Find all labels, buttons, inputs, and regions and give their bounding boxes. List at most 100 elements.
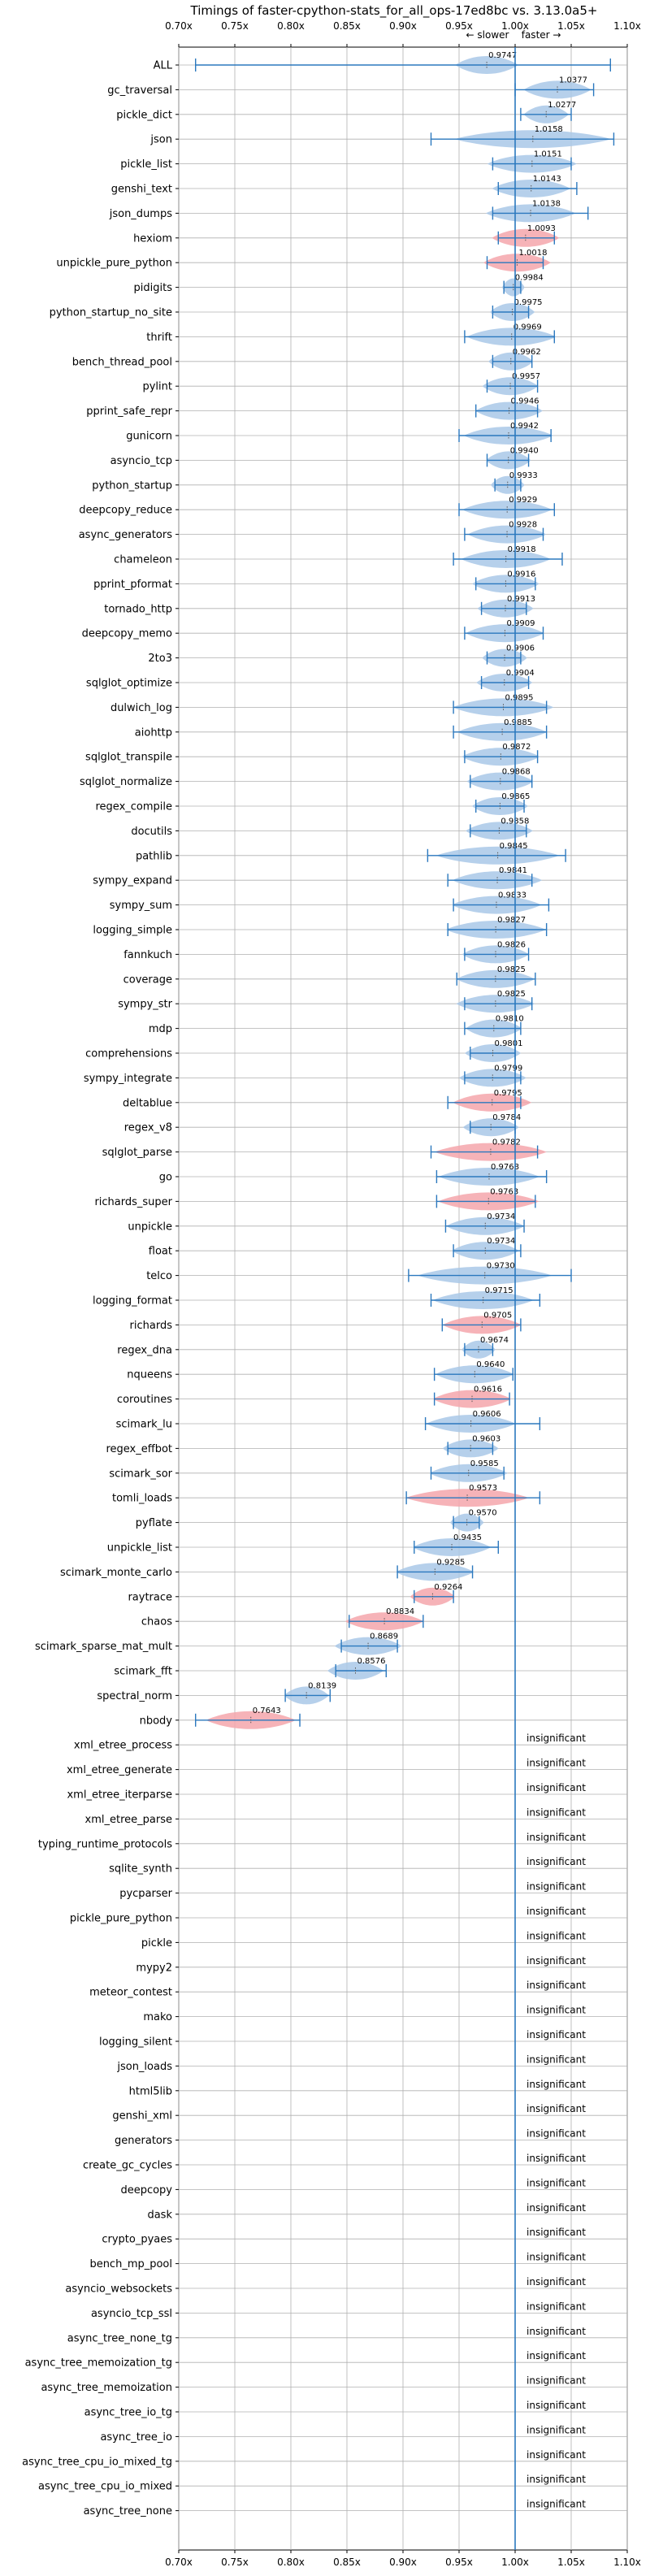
value-label: 0.9606 (473, 1410, 501, 1419)
value-label: 0.9763 (490, 1187, 518, 1196)
insignificant-label: insignificant (526, 1955, 586, 1967)
value-label: 0.9747 (488, 51, 517, 60)
value-label: 0.9285 (436, 1558, 465, 1567)
benchmark-label: pickle_pure_python (70, 1913, 172, 1925)
value-label: 0.8689 (370, 1633, 398, 1641)
insignificant-label: insignificant (526, 1733, 586, 1744)
benchmark-label: async_tree_cpu_io_mixed_tg (22, 2456, 172, 2468)
benchmark-label: bench_thread_pool (72, 356, 172, 368)
insignificant-label: insignificant (526, 2202, 586, 2214)
benchmark-label: mdp (149, 1023, 172, 1035)
grid (178, 47, 628, 2550)
benchmark-label: pycparser (119, 1888, 172, 1900)
benchmark-label: richards (130, 1320, 173, 1332)
value-label: 0.8139 (308, 1681, 336, 1690)
insignificant-label: insignificant (526, 2449, 586, 2461)
value-label: 0.9784 (492, 1113, 521, 1122)
value-label: 0.9570 (469, 1509, 497, 1518)
benchmark-label: sqlglot_normalize (80, 776, 172, 788)
insignificant-label: insignificant (526, 1806, 586, 1818)
insignificant-label: insignificant (526, 2252, 586, 2263)
insignificant-label: insignificant (526, 2326, 586, 2337)
value-label: 0.9928 (509, 521, 537, 530)
benchmark-label: coroutines (117, 1394, 172, 1406)
value-label: 0.9913 (507, 595, 535, 604)
value-label: 0.9616 (474, 1386, 502, 1394)
value-label: 1.0093 (527, 224, 556, 233)
benchmark-label: python_startup_no_site (50, 307, 172, 319)
value-label: 0.9585 (470, 1459, 499, 1468)
top-tick-labels: 0.70x 0.75x 0.80x 0.85x 0.90x 0.95x 1.00x 1.05x… (165, 20, 641, 47)
insignificant-label: insignificant (526, 1832, 586, 1843)
benchmark-label: aiohttp (135, 726, 172, 739)
insignificant-label: insignificant (526, 2103, 586, 2114)
benchmark-label: create_gc_cycles (83, 2160, 172, 2172)
benchmark-label: pyflate (136, 1517, 172, 1529)
value-label: 0.9640 (476, 1360, 505, 1369)
value-label: 0.9603 (472, 1434, 500, 1443)
value-label: 0.9845 (500, 842, 528, 851)
top-tick-label: 1.10x (613, 20, 641, 32)
bottom-tick-label: 1.00x (501, 2556, 529, 2568)
value-label: 0.9799 (494, 1064, 522, 1073)
value-label: 0.9918 (508, 545, 536, 554)
benchmark-label: xml_etree_parse (85, 1814, 172, 1826)
value-label: 0.9929 (509, 496, 537, 505)
value-label: 0.9868 (502, 768, 531, 777)
benchmark-label: tornado_http (104, 603, 172, 615)
chart-title: Timings of faster-cpython-stats_for_all_… (190, 3, 598, 19)
benchmark-label: pickle_list (120, 158, 172, 171)
benchmark-label: async_tree_cpu_io_mixed (38, 2481, 172, 2493)
value-label: 1.0018 (518, 249, 547, 258)
benchmark-label: chaos (141, 1616, 172, 1628)
benchmark-label: deltablue (123, 1097, 172, 1109)
benchmark-label: python_startup (92, 479, 172, 492)
insignificant-label: insignificant (526, 1758, 586, 1769)
direction-label: ← slower faster → (466, 29, 561, 41)
bottom-tick-label: 0.85x (333, 2556, 361, 2568)
benchmark-label: xml_etree_generate (67, 1764, 172, 1776)
benchmark-label: scimark_sor (109, 1468, 172, 1480)
benchmark-label: float (149, 1246, 172, 1258)
benchmark-label: scimark_monte_carlo (60, 1567, 172, 1579)
benchmark-label: scimark_lu (116, 1419, 172, 1431)
insignificant-label: insignificant (526, 2301, 586, 2312)
benchmark-label: pathlib (136, 850, 172, 862)
benchmark-label: bench_mp_pool (89, 2258, 172, 2270)
value-label: 0.9916 (507, 570, 535, 579)
top-tick-label: 0.80x (277, 20, 305, 32)
benchmark-label: unpickle_list (107, 1542, 172, 1555)
insignificant-label: insignificant (526, 2153, 586, 2164)
insignificant-label: insignificant (526, 2128, 586, 2140)
benchmark-label: logging_format (93, 1295, 172, 1308)
top-tick-label: 1.05x (557, 20, 585, 32)
insignificant-label: insignificant (526, 2227, 586, 2238)
benchmark-label: richards_super (94, 1196, 172, 1208)
value-label: 0.9865 (501, 792, 530, 801)
value-label: 0.9768 (491, 1163, 519, 1172)
top-tick-label: 0.85x (333, 20, 361, 32)
top-tick-label: 0.70x (165, 20, 193, 32)
insignificant-label: insignificant (526, 1782, 586, 1793)
value-label: 0.9674 (480, 1336, 509, 1345)
value-label: 0.8834 (386, 1607, 414, 1616)
benchmark-label: async_generators (79, 529, 173, 541)
benchmark-label: telco (146, 1270, 172, 1282)
benchmark-label: generators (115, 2135, 172, 2147)
value-label: 0.9885 (504, 718, 532, 727)
top-tick-label: 0.95x (445, 20, 473, 32)
benchmark-label: sympy_sum (110, 900, 172, 912)
benchmark-label: coverage (124, 974, 172, 986)
benchmark-label: async_tree_memoization (41, 2382, 172, 2394)
value-label: 0.9895 (505, 693, 534, 702)
value-label: 0.9940 (510, 446, 539, 455)
benchmark-label: unpickle_pure_python (56, 258, 172, 270)
insignificant-label: insignificant (526, 1980, 586, 1991)
benchmark-label: deepcopy (120, 2184, 172, 2197)
benchmark-label: async_tree_memoization_tg (25, 2357, 172, 2370)
value-label: 1.0151 (534, 150, 562, 159)
benchmark-label: ALL (154, 60, 173, 72)
value-label: 0.9795 (494, 1089, 522, 1098)
benchmark-label: unpickle (128, 1221, 172, 1233)
benchmark-label: asyncio_tcp (110, 455, 172, 467)
